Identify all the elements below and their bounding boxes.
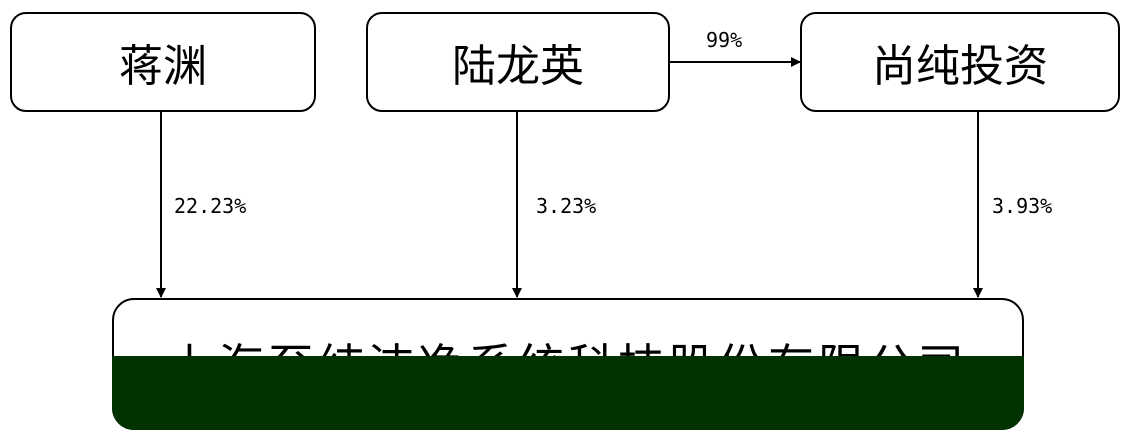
redaction-block: [112, 356, 1024, 430]
node-lu-longying-label: 陆龙英: [452, 41, 584, 92]
node-jiang-yuan-label: 蒋渊: [119, 41, 207, 92]
edge-label-shangchun-to-company: 3.93%: [992, 194, 1053, 218]
node-shangchun-label: 尚纯投资: [872, 41, 1048, 92]
node-jiang-yuan: 蒋渊: [10, 12, 316, 112]
node-lu-longying: 陆龙英: [366, 12, 670, 112]
edge-label-jiang-to-company: 22.23%: [174, 194, 247, 218]
edge-label-lu-to-company: 3.23%: [536, 194, 597, 218]
node-shangchun: 尚纯投资: [800, 12, 1120, 112]
edge-label-lu-to-shangchun: 99%: [706, 28, 743, 52]
